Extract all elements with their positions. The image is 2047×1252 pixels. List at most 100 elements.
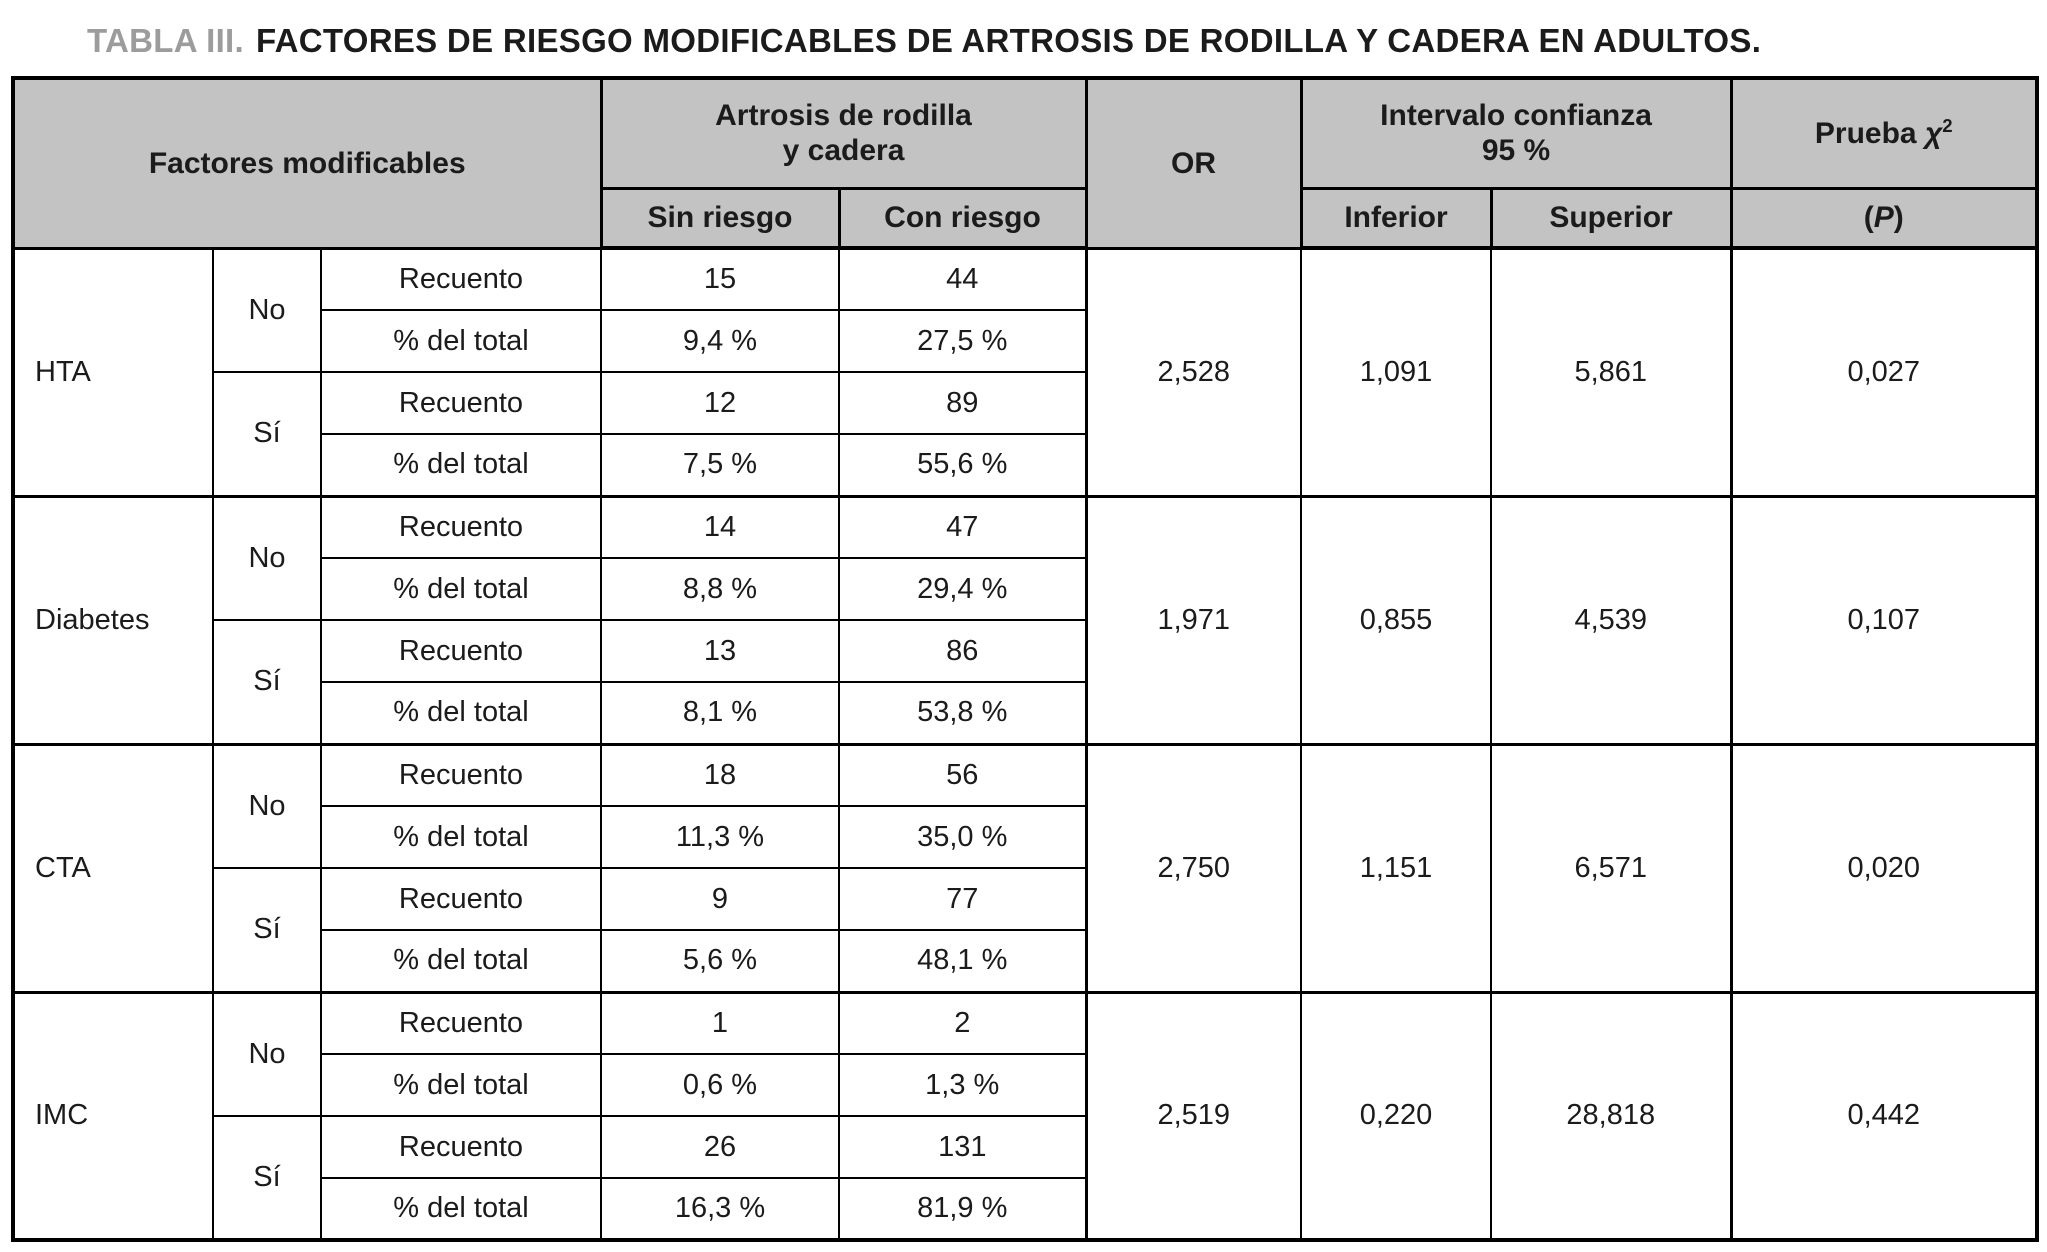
table-title-text: FACTORES DE RIESGO MODIFICABLES DE ARTRO…: [255, 22, 1762, 59]
ci-inferior-value: 0,220: [1300, 990, 1493, 1241]
risk-factors-table: Factores modificables Artrosis de rodill…: [11, 76, 2040, 1242]
measure-label-pct: % del total: [320, 681, 602, 745]
measure-label-recuento: Recuento: [320, 742, 602, 807]
value-con-riesgo: 77: [837, 867, 1088, 931]
factor-label-diabetes: Diabetes: [12, 494, 214, 745]
measure-label-pct: % del total: [320, 433, 602, 497]
measure-label-pct: % del total: [320, 1177, 602, 1241]
measure-label-pct: % del total: [320, 309, 602, 373]
p-paren-open: (: [1863, 201, 1874, 235]
ci-superior-value: 28,818: [1490, 990, 1733, 1241]
measure-label-recuento: Recuento: [320, 867, 602, 931]
measure-label-recuento: Recuento: [320, 494, 602, 559]
header-or: OR: [1084, 76, 1303, 250]
table-row: % del total 11,3 % 35,0 %: [13, 805, 2037, 869]
ci-superior-value: 5,861: [1490, 246, 1733, 497]
ci-inferior-value: 1,151: [1300, 742, 1493, 993]
header-row-2: Sin riesgo Con riesgo Inferior Superior …: [13, 186, 2039, 250]
header-prueba-chi2: Prueba χ2: [1729, 76, 2039, 190]
value-con-riesgo: 48,1 %: [837, 929, 1088, 993]
header-row-1: Factores modificables Artrosis de rodill…: [11, 76, 2039, 250]
p-value: 0,027: [1729, 246, 2039, 497]
value-con-riesgo: 81,9 %: [837, 1177, 1088, 1241]
subgroup-label-si: Sí: [212, 619, 322, 745]
table-row: Sí Recuento 13 86: [13, 619, 2037, 745]
table-row: % del total 5,6 % 48,1 %: [13, 929, 2037, 993]
value-sin-riesgo: 26: [600, 1115, 840, 1179]
ci-inferior-value: 0,855: [1300, 494, 1493, 745]
value-con-riesgo: 27,5 %: [837, 309, 1088, 373]
value-con-riesgo: 55,6 %: [837, 433, 1088, 497]
measure-label-recuento: Recuento: [320, 371, 602, 435]
subgroup-label-no: No: [212, 246, 322, 373]
table-title: TABLA III. FACTORES DE RIESGO MODIFICABLE…: [87, 22, 2036, 60]
table-row: HTA No Recuento 15 44 2,528 1,091 5,861 …: [12, 246, 2039, 497]
value-sin-riesgo: 14: [600, 494, 840, 559]
value-con-riesgo: 47: [837, 494, 1088, 559]
measure-label-pct: % del total: [320, 1053, 602, 1117]
value-sin-riesgo: 8,8 %: [600, 557, 840, 621]
header-sin-riesgo: Sin riesgo: [599, 186, 841, 250]
factor-label-cta: CTA: [12, 742, 214, 993]
measure-label-recuento: Recuento: [320, 990, 602, 1055]
subgroup-label-no: No: [212, 990, 322, 1117]
value-sin-riesgo: 9,4 %: [600, 309, 840, 373]
value-sin-riesgo: 16,3 %: [600, 1177, 840, 1241]
table-header: Factores modificables Artrosis de rodill…: [11, 76, 2039, 250]
or-value: 1,971: [1084, 494, 1303, 745]
ci-superior-value: 4,539: [1490, 494, 1733, 745]
header-con-riesgo: Con riesgo: [837, 186, 1088, 250]
value-sin-riesgo: 0,6 %: [600, 1053, 840, 1117]
table-row: % del total 7,5 % 55,6 %: [13, 433, 2037, 497]
value-sin-riesgo: 9: [600, 867, 840, 931]
value-sin-riesgo: 18: [600, 742, 840, 807]
measure-label-recuento: Recuento: [320, 246, 602, 311]
subgroup-label-no: No: [212, 494, 322, 621]
or-value: 2,519: [1084, 990, 1303, 1241]
header-factores-modificables: Factores modificables: [11, 76, 603, 250]
value-con-riesgo: 89: [837, 371, 1088, 435]
value-sin-riesgo: 11,3 %: [600, 805, 840, 869]
table-title-number: TABLA III.: [87, 22, 244, 59]
value-con-riesgo: 44: [837, 246, 1088, 311]
prueba-label: Prueba: [1814, 116, 1925, 150]
or-value: 2,528: [1084, 246, 1303, 497]
measure-label-pct: % del total: [320, 929, 602, 993]
value-sin-riesgo: 12: [600, 371, 840, 435]
header-superior: Superior: [1489, 186, 1733, 250]
header-artrosis-rodilla-cadera: Artrosis de rodilla y cadera: [599, 76, 1088, 190]
value-con-riesgo: 2: [837, 990, 1088, 1055]
table-row: % del total 16,3 % 81,9 %: [13, 1177, 2037, 1241]
table-row: Sí Recuento 9 77: [13, 867, 2037, 993]
table-row: % del total 0,6 % 1,3 %: [13, 1053, 2037, 1117]
p-value: 0,107: [1729, 494, 2039, 745]
p-paren-close: ): [1893, 201, 1904, 235]
p-value: 0,020: [1729, 742, 2039, 993]
table-body: HTA No Recuento 15 44 2,528 1,091 5,861 …: [12, 246, 2039, 1241]
header-p-value: (P): [1729, 186, 2039, 250]
factor-label-hta: HTA: [12, 246, 214, 497]
value-con-riesgo: 1,3 %: [837, 1053, 1088, 1117]
subgroup-label-si: Sí: [212, 867, 322, 993]
table-row: % del total 8,8 % 29,4 %: [13, 557, 2037, 621]
table-row: % del total 9,4 % 27,5 %: [13, 309, 2037, 373]
p-letter: P: [1873, 201, 1894, 235]
value-sin-riesgo: 13: [600, 619, 840, 683]
table-row: % del total 8,1 % 53,8 %: [13, 681, 2037, 745]
value-con-riesgo: 86: [837, 619, 1088, 683]
table-row: IMC No Recuento 1 2 2,519 0,220 28,818 0…: [12, 990, 2039, 1241]
subgroup-label-no: No: [212, 742, 322, 869]
ci-superior-value: 6,571: [1490, 742, 1733, 993]
header-inferior: Inferior: [1299, 186, 1493, 250]
value-con-riesgo: 53,8 %: [837, 681, 1088, 745]
subgroup-label-si: Sí: [212, 1115, 322, 1241]
measure-label-pct: % del total: [320, 557, 602, 621]
or-value: 2,750: [1084, 742, 1303, 993]
ci-inferior-value: 1,091: [1300, 246, 1493, 497]
table-row: Diabetes No Recuento 14 47 1,971 0,855 4…: [12, 494, 2039, 745]
value-con-riesgo: 131: [837, 1115, 1088, 1179]
header-intervalo-confianza: Intervalo confianza 95 %: [1299, 76, 1733, 190]
measure-label-recuento: Recuento: [320, 619, 602, 683]
table-row: Sí Recuento 12 89: [13, 371, 2037, 497]
measure-label-recuento: Recuento: [320, 1115, 602, 1179]
